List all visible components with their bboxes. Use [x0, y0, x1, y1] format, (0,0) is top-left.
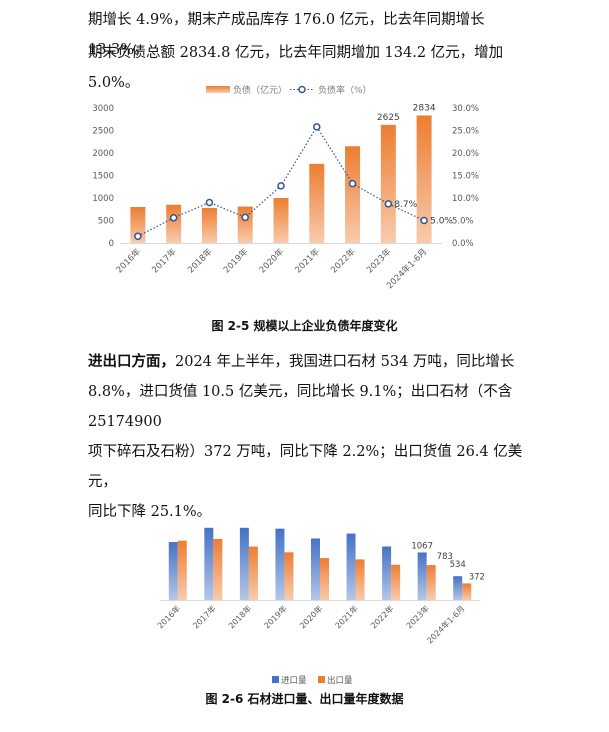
x-axis-category-label: 2019年 — [262, 603, 289, 630]
x-axis-category-label: 2023年 — [404, 603, 431, 630]
ratio-data-label: 8.7% — [394, 200, 417, 210]
paragraph-line-1: 2024 年上半年，我国进口石材 534 万吨，同比增长 — [175, 354, 515, 370]
legend-marker-ratio — [298, 85, 306, 94]
paragraph-lead: 进出口方面， — [88, 353, 175, 370]
import-bar — [417, 552, 427, 600]
debt-ratio-point — [384, 200, 393, 208]
debt-ratio-point — [277, 182, 285, 190]
y2-axis-tick-label: 20.0% — [452, 149, 479, 159]
legend-label-debt: 负债（亿元） — [233, 84, 287, 96]
x-axis-category-label: 2022年 — [329, 246, 358, 275]
legend-label-import: 进口量 — [281, 676, 307, 686]
x-axis-category-label: 2020年 — [257, 246, 286, 275]
debt-bar — [237, 206, 253, 243]
legend-swatch-debt — [206, 86, 230, 93]
import-bar — [204, 527, 214, 600]
debt-ratio-point — [205, 198, 214, 207]
debt-ratio-point — [348, 179, 357, 188]
paragraph-line-3: 项下碎石及石粉）372 万吨，同比下降 2.2%；出口货值 26.4 亿美元， — [88, 444, 523, 490]
debt-bar — [309, 163, 325, 243]
y-axis-tick-label: 1500 — [92, 172, 114, 182]
figure-2-6-caption: 图 2-6 石材进口量、出口量年度数据 — [205, 692, 404, 706]
import-bar — [382, 546, 392, 600]
debt-bar — [416, 115, 432, 243]
debt-data-label: 2625 — [377, 113, 400, 123]
y2-axis-tick-label: 15.0% — [452, 172, 479, 182]
export-bar — [391, 564, 401, 600]
y-axis-tick-label: 2500 — [92, 127, 114, 137]
x-axis-category-label: 2024年1-6月 — [425, 603, 467, 645]
debt-data-label: 2834 — [413, 103, 436, 113]
debt-bar — [166, 204, 182, 243]
y2-axis-tick-label: 5.0% — [452, 217, 474, 227]
import-bar — [168, 542, 178, 600]
y2-axis-tick-label: 30.0% — [452, 104, 479, 114]
ratio-data-label: 5.0% — [430, 217, 453, 227]
import-bar — [346, 533, 356, 600]
x-axis-category-label: 2022年 — [368, 603, 395, 630]
import-data-label: 534 — [450, 560, 466, 570]
import-bar — [453, 576, 463, 600]
debt-bar — [345, 146, 361, 243]
x-axis-category-label: 2021年 — [333, 603, 360, 630]
figure-2-5-caption: 图 2-5 规模以上企业负债年度变化 — [211, 319, 398, 333]
x-axis-category-label: 2019年 — [221, 246, 250, 275]
debt-ratio-point — [313, 123, 321, 131]
export-bar — [248, 546, 258, 600]
debt-ratio-point — [420, 216, 428, 225]
import-bar — [239, 527, 249, 600]
paragraph-line-4: 同比下降 25.1%。 — [88, 504, 212, 520]
legend-swatch-import — [272, 676, 279, 683]
y-axis-tick-label: 2000 — [92, 149, 114, 159]
y-axis-tick-label: 1000 — [92, 194, 114, 204]
import-data-label: 1067 — [411, 541, 433, 551]
x-axis-category-label: 2021年 — [293, 246, 322, 275]
x-axis-category-label: 2020年 — [297, 603, 324, 630]
x-axis-category-label: 2016年 — [114, 246, 143, 275]
export-data-label: 372 — [469, 572, 485, 582]
legend-label-export: 出口量 — [327, 675, 353, 686]
export-bar — [355, 559, 365, 600]
x-axis-category-label: 2017年 — [191, 603, 218, 630]
debt-ratio-point — [169, 214, 178, 222]
x-axis-category-label: 2017年 — [150, 246, 179, 275]
y2-axis-tick-label: 0.0% — [452, 239, 474, 249]
x-axis-category-label: 2016年 — [155, 603, 182, 630]
y2-axis-tick-label: 25.0% — [452, 127, 479, 137]
x-axis-category-label: 2018年 — [226, 603, 253, 630]
x-axis-category-label: 2023年 — [364, 246, 393, 275]
export-bar — [426, 565, 436, 600]
legend-swatch-export — [318, 676, 325, 683]
y2-axis-tick-label: 10.0% — [452, 194, 479, 204]
debt-bar — [273, 198, 289, 243]
import-bar — [275, 528, 285, 600]
x-axis-category-label: 2018年 — [185, 246, 214, 275]
export-data-label: 783 — [437, 552, 453, 562]
text-line-2: 期末负债总额 2834.8 亿元，比去年同期增加 134.2 亿元，增加 5.0… — [88, 45, 504, 91]
paragraph-import-export: 进出口方面，2024 年上半年，我国进口石材 534 万吨，同比增长 8.8%，… — [88, 347, 528, 527]
debt-bar — [201, 207, 217, 243]
debt-ratio-point — [134, 232, 142, 240]
y-axis-tick-label: 3000 — [92, 104, 114, 114]
legend-label-ratio: 负债率（%） — [318, 84, 372, 96]
debt-chart: 负债（亿元） 负债率（%） 0 500 1000 1500 2000 2500 3000 0.0%… — [92, 84, 479, 291]
export-bar — [177, 540, 187, 600]
export-bar — [320, 558, 329, 600]
debt-bar — [380, 124, 396, 243]
export-bar — [213, 538, 223, 600]
export-bar — [284, 552, 294, 600]
debt-ratio-point — [241, 213, 249, 222]
text-line-1: 期增长 4.9%，期末产成品库存 176.0 亿元，比去年同期增长 13.3%。 — [88, 12, 485, 58]
y-axis-tick-label: 0 — [109, 239, 114, 249]
import-bar — [311, 538, 320, 600]
y-axis-tick-label: 500 — [98, 217, 114, 227]
paragraph-line-2: 8.8%，进口货值 10.5 亿美元，同比增长 9.1%；出口石材（不含 251… — [88, 384, 513, 430]
export-bar — [462, 583, 472, 600]
